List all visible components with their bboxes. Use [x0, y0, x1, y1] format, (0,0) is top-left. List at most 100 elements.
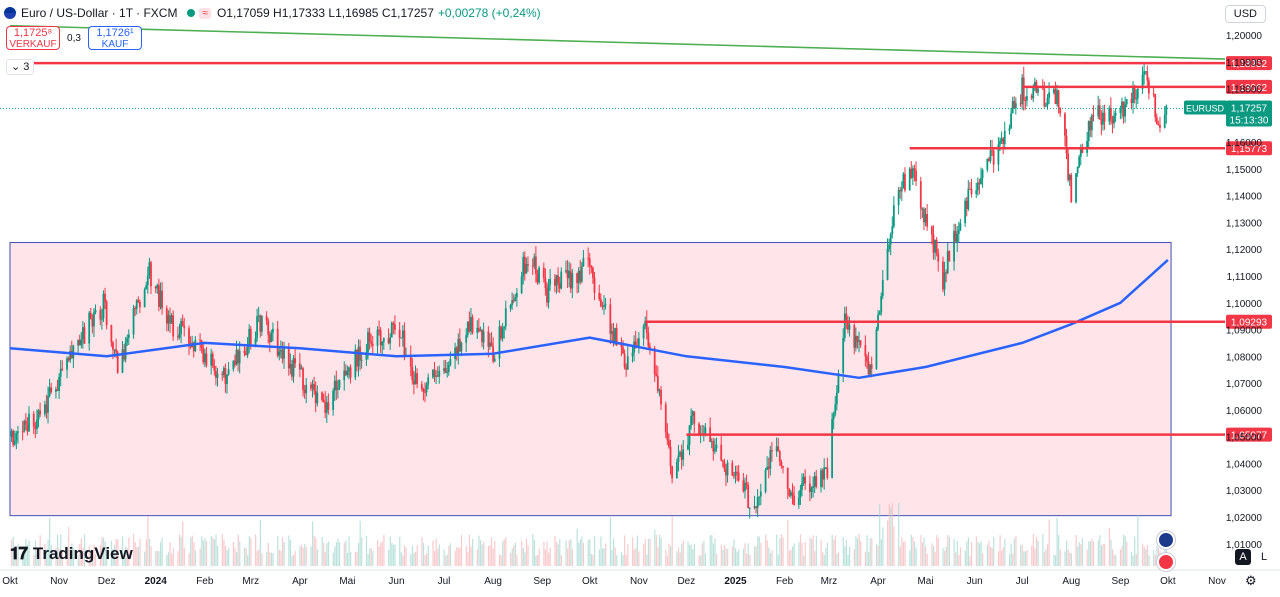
volume-bar	[578, 542, 580, 566]
volume-bar	[288, 535, 290, 566]
volume-bar	[682, 540, 684, 566]
volume-bar	[47, 539, 49, 566]
volume-bar	[171, 553, 173, 566]
candle-body	[357, 346, 360, 367]
candle-body	[188, 328, 190, 346]
candle-body	[390, 323, 393, 338]
tradingview-mark-icon: 𝟏𝟕	[10, 544, 28, 563]
candle-body	[649, 346, 651, 349]
candle-body	[1111, 119, 1114, 124]
candle-body	[534, 256, 537, 274]
volume-bar	[746, 553, 748, 566]
volume-bar	[611, 550, 613, 566]
candle-body	[867, 361, 870, 375]
volume-bar	[779, 538, 781, 566]
candle-body	[587, 257, 590, 259]
candle-body	[599, 299, 602, 306]
buy-button[interactable]: 1,1726¹ KAUF	[88, 26, 142, 50]
candle-body	[93, 312, 95, 327]
candle-body	[527, 264, 529, 266]
candle-body	[835, 392, 838, 405]
x-tick-label: Sep	[533, 576, 551, 587]
candle-body	[943, 272, 946, 290]
volume-bar	[676, 551, 678, 566]
volume-bar	[649, 538, 651, 566]
volume-bar	[88, 545, 90, 566]
volume-bar	[677, 547, 680, 566]
candle-body	[449, 359, 452, 366]
candle-body	[566, 270, 569, 279]
x-tick-label: Mai	[917, 576, 933, 587]
candle-body	[691, 411, 694, 416]
candle-body	[843, 313, 846, 338]
volume-bar	[269, 552, 271, 566]
candle-body	[245, 353, 247, 356]
volume-bar	[837, 552, 840, 566]
volume-bar	[357, 543, 360, 566]
volume-bar	[887, 520, 889, 566]
candle-body	[869, 364, 872, 375]
candle-body	[205, 353, 208, 366]
candle-body	[493, 358, 496, 362]
sell-button[interactable]: 1,1725⁸ VERKAUF	[6, 26, 60, 50]
symbol-header: Euro / US-Dollar · 1T · FXCM ≈ O1,17059 …	[4, 4, 541, 22]
candle-body	[135, 300, 138, 309]
event-marker-icon[interactable]	[1157, 531, 1175, 549]
candle-body	[820, 470, 822, 488]
candle-body	[10, 430, 13, 437]
candle-body	[645, 321, 648, 333]
volume-bar	[183, 548, 185, 566]
volume-bar	[1048, 519, 1050, 566]
currency-selector[interactable]: USD	[1224, 5, 1266, 23]
candle-body	[647, 332, 650, 347]
volume-bar	[1135, 553, 1137, 566]
candle-body	[515, 292, 518, 298]
volume-bar	[194, 550, 197, 566]
candle-body	[910, 168, 913, 178]
candle-body	[500, 326, 502, 339]
us-flag-event-icon[interactable]	[1157, 553, 1175, 571]
volume-bar	[533, 539, 536, 566]
candle-body	[66, 358, 68, 370]
tradingview-logo[interactable]: 𝟏𝟕 TradingView	[10, 544, 133, 564]
candle-body	[679, 452, 681, 456]
candle-body	[546, 287, 548, 303]
candle-body	[753, 506, 756, 508]
candle-body	[767, 466, 770, 469]
candle-body	[267, 320, 270, 335]
candle-body	[246, 346, 249, 356]
candle-body	[224, 368, 227, 384]
candle-body	[270, 332, 273, 343]
candle-body	[413, 380, 415, 385]
candle-body	[560, 271, 563, 289]
y-tick-label: 1,12000	[1226, 245, 1263, 256]
symbol-title[interactable]: Euro / US-Dollar · 1T · FXCM	[21, 6, 178, 20]
y-tick-label: 1,05000	[1226, 433, 1263, 444]
volume-bar	[1023, 551, 1025, 566]
volume-bar	[760, 542, 762, 566]
indicator-toggle[interactable]: ⌄ 3	[6, 59, 35, 75]
candle-body	[55, 389, 57, 393]
volume-bar	[858, 534, 860, 566]
gear-icon[interactable]: ⚙	[1245, 573, 1257, 588]
candle-body	[797, 497, 800, 505]
candle-body	[279, 349, 282, 352]
volume-bar	[576, 528, 578, 566]
volume-bar	[1032, 534, 1034, 566]
volume-bar	[1047, 544, 1049, 566]
volume-bar	[757, 536, 759, 566]
candle-body	[1165, 105, 1168, 115]
volume-bar	[434, 551, 436, 566]
volume-bar	[454, 550, 456, 566]
volume-bar	[104, 541, 106, 566]
auto-scale-button[interactable]: A	[1235, 549, 1251, 565]
volume-bar	[256, 551, 258, 566]
log-scale-button[interactable]: L	[1260, 551, 1268, 563]
y-tick-label: 1,14000	[1226, 192, 1263, 203]
volume-bar	[350, 551, 352, 566]
volume-bar	[513, 545, 515, 566]
volume-bar	[622, 555, 624, 566]
candle-body	[265, 316, 268, 321]
